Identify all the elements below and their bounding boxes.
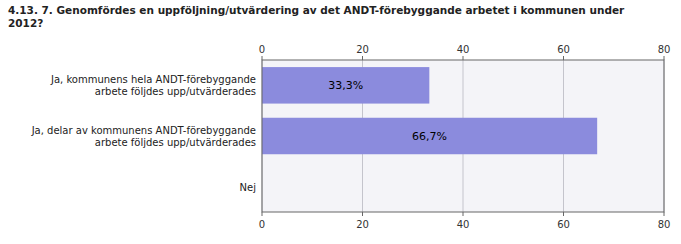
chart: 4.13. 7. Genomfördes en uppföljning/utvä… (0, 0, 681, 244)
tick-label: 60 (557, 44, 570, 55)
tick-label: 20 (356, 44, 369, 55)
tick-mark (463, 212, 464, 216)
tick-label: 0 (259, 219, 265, 230)
data-label: 66,7% (412, 130, 447, 143)
tick-mark (463, 56, 464, 60)
tick-mark (362, 56, 363, 60)
bars (262, 67, 597, 154)
tick-label: 80 (658, 44, 671, 55)
plot-background (262, 60, 664, 212)
tick-mark (262, 212, 263, 216)
title: 4.13. 7. Genomfördes en uppföljning/utvä… (8, 4, 625, 29)
data-label: 33,3% (328, 79, 363, 92)
tick-label: 20 (356, 219, 369, 230)
tick-label: 60 (557, 219, 570, 230)
category-label: Nej (240, 182, 256, 193)
tick-mark (262, 56, 263, 60)
tick-label: 80 (658, 219, 671, 230)
plot-frame (262, 60, 664, 212)
tick-mark (362, 212, 363, 216)
tick-mark (664, 56, 665, 60)
tick-label: 40 (457, 219, 470, 230)
chart-container: 4.13. 7. Genomfördes en uppföljning/utvä… (0, 0, 681, 244)
tick-mark (563, 212, 564, 216)
category-label: Ja, delar av kommunens ANDT-förebyggande… (31, 125, 256, 148)
category-label: Ja, kommunens hela ANDT-förebyggandearbe… (50, 74, 256, 97)
tick-mark (563, 56, 564, 60)
bar (262, 67, 429, 103)
tick-mark (664, 212, 665, 216)
bar (262, 118, 597, 154)
tick-label: 0 (259, 44, 265, 55)
tick-label: 40 (457, 44, 470, 55)
